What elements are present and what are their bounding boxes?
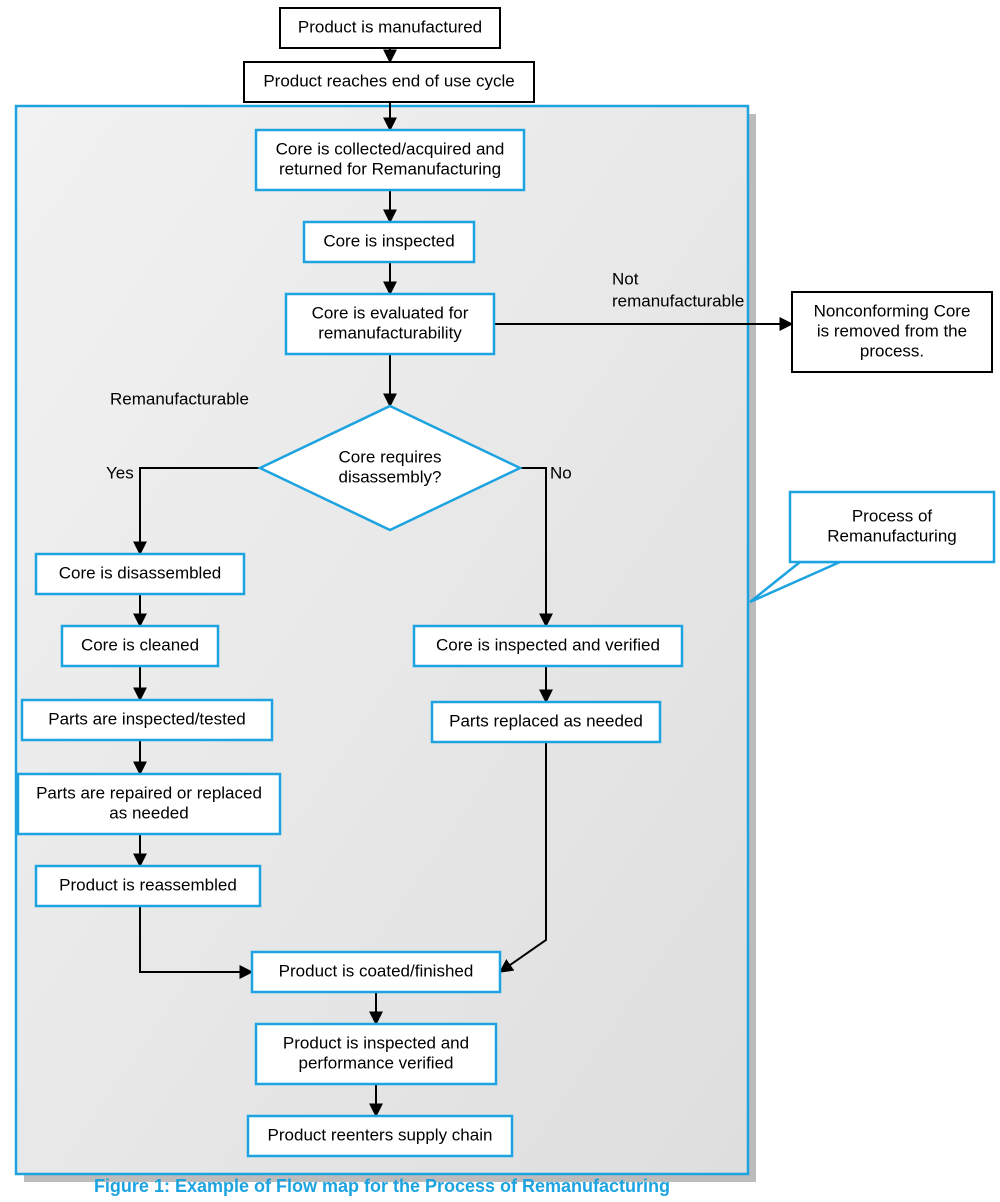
node-text: Product is manufactured	[298, 17, 482, 36]
node-text: Process of	[852, 506, 933, 525]
edge-label-4: No	[550, 463, 572, 482]
node-n4: Core is inspected	[304, 222, 474, 262]
node-n10: Parts are repaired or replacedas needed	[18, 774, 280, 834]
node-text: process.	[860, 341, 924, 360]
node-n5: Core is evaluated forremanufacturability	[286, 294, 494, 354]
node-n3: Core is collected/acquired andreturned f…	[256, 130, 524, 190]
node-text: Product is inspected and	[283, 1033, 469, 1052]
node-n9: Parts are inspected/tested	[22, 700, 272, 740]
node-text: returned for Remanufacturing	[279, 159, 501, 178]
node-text: Parts replaced as needed	[449, 711, 643, 730]
callout-tail	[750, 562, 840, 602]
node-text: Product reaches end of use cycle	[263, 71, 514, 90]
node-n11: Product is reassembled	[36, 866, 260, 906]
node-n12: Core is inspected and verified	[414, 626, 682, 666]
node-text: Remanufacturing	[827, 526, 956, 545]
node-text: performance verified	[299, 1053, 454, 1072]
node-text: Core is inspected and verified	[436, 635, 660, 654]
edge-label-0: Not	[612, 269, 639, 288]
node-n6: Nonconforming Coreis removed from thepro…	[792, 292, 992, 372]
node-n14: Product is coated/finished	[252, 952, 500, 992]
node-n1: Product is manufactured	[280, 8, 500, 48]
edge-label-3: Yes	[106, 463, 134, 482]
figure-caption: Figure 1: Example of Flow map for the Pr…	[94, 1176, 670, 1196]
node-text: Core is inspected	[323, 231, 454, 250]
node-n2: Product reaches end of use cycle	[244, 62, 534, 102]
node-text: Product is reassembled	[59, 875, 237, 894]
node-text: Core is cleaned	[81, 635, 199, 654]
node-text: Parts are inspected/tested	[48, 709, 246, 728]
node-n13: Parts replaced as needed	[432, 702, 660, 742]
node-n7: Core is disassembled	[36, 554, 244, 594]
node-text: Product is coated/finished	[279, 961, 474, 980]
node-text: Parts are repaired or replaced	[36, 783, 262, 802]
edge-label-2: Remanufacturable	[110, 389, 249, 408]
node-n8: Core is cleaned	[62, 626, 218, 666]
node-n15: Product is inspected andperformance veri…	[256, 1024, 496, 1084]
edge-label-1: remanufacturable	[612, 291, 744, 310]
flowchart: Core requiresdisassembly? Product is manu…	[0, 0, 1000, 1202]
node-text: Core is collected/acquired and	[276, 139, 505, 158]
node-text: remanufacturability	[318, 323, 462, 342]
node-text: Core is disassembled	[59, 563, 222, 582]
decision-text: Core requires	[339, 447, 442, 466]
node-text: as needed	[109, 803, 188, 822]
decision-text: disassembly?	[339, 467, 442, 486]
node-text: is removed from the	[817, 321, 967, 340]
node-callout: Process ofRemanufacturing	[790, 492, 994, 562]
node-n16: Product reenters supply chain	[248, 1116, 512, 1156]
node-text: Nonconforming Core	[814, 301, 971, 320]
node-text: Core is evaluated for	[312, 303, 469, 322]
node-text: Product reenters supply chain	[268, 1125, 493, 1144]
